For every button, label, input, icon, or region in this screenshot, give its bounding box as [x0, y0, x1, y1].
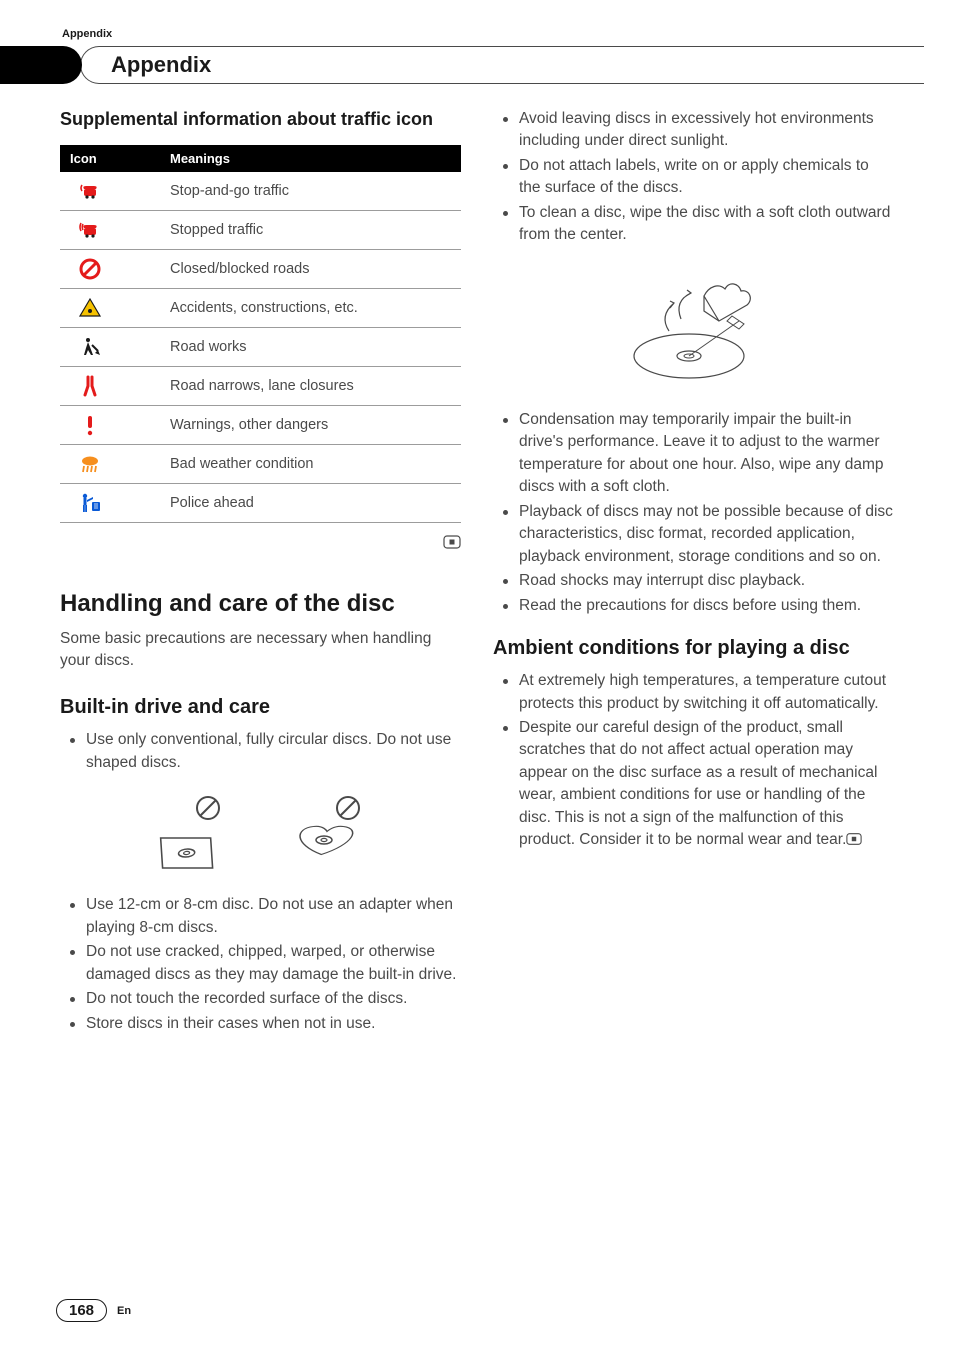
list-item: Road shocks may interrupt disc playback. [493, 570, 894, 592]
ambient-list: At extremely high temperatures, a temper… [493, 670, 894, 854]
table-row: Warnings, other dangers [60, 405, 461, 444]
meaning-cell: Bad weather condition [160, 444, 461, 483]
left-column: Supplemental information about traffic i… [60, 108, 461, 1037]
wipe-disc-figure [493, 261, 894, 391]
table-row: Bad weather condition [60, 444, 461, 483]
shaped-disc-heart-icon [286, 788, 376, 878]
table-row: Road works [60, 327, 461, 366]
list-item: Store discs in their cases when not in u… [60, 1013, 461, 1035]
section-end-icon [443, 535, 461, 554]
meaning-cell: Warnings, other dangers [160, 405, 461, 444]
drive-care-list: Use only conventional, fully circular di… [60, 729, 461, 774]
drive-care-heading: Built-in drive and care [60, 696, 461, 719]
page-lang: En [117, 1305, 131, 1317]
meaning-cell: Accidents, constructions, etc. [160, 288, 461, 327]
police-ahead-icon [78, 491, 102, 515]
section-end-icon [846, 831, 862, 853]
shaped-disc-square-icon [146, 788, 236, 878]
right-column: Avoid leaving discs in excessively hot e… [493, 108, 894, 1037]
section-banner: Appendix [60, 46, 894, 84]
meaning-cell: Stop-and-go traffic [160, 172, 461, 211]
breadcrumb-label: Appendix [62, 28, 894, 40]
care-list-top: Avoid leaving discs in excessively hot e… [493, 108, 894, 247]
bad-weather-icon [78, 452, 102, 476]
banner-tab [0, 46, 82, 84]
drive-care-list-2: Use 12‑cm or 8‑cm disc. Do not use an ad… [60, 894, 461, 1035]
col-icon: Icon [60, 145, 160, 172]
list-item: Do not attach labels, write on or apply … [493, 155, 894, 200]
col-meanings: Meanings [160, 145, 461, 172]
stop-and-go-traffic-icon [78, 179, 102, 203]
list-item: Use only conventional, fully circular di… [60, 729, 461, 774]
stopped-traffic-icon [78, 218, 102, 242]
list-item: Do not use cracked, chipped, warped, or … [60, 941, 461, 986]
list-item: Avoid leaving discs in excessively hot e… [493, 108, 894, 153]
list-item: Despite our careful design of the produc… [493, 717, 894, 854]
list-item: Use 12‑cm or 8‑cm disc. Do not use an ad… [60, 894, 461, 939]
meaning-cell: Road works [160, 327, 461, 366]
list-item: To clean a disc, wipe the disc with a so… [493, 202, 894, 247]
traffic-icon-table: Icon Meanings Stop-and-go traffic Stoppe… [60, 145, 461, 523]
meaning-cell: Closed/blocked roads [160, 249, 461, 288]
page-footer: 168 En [56, 1299, 131, 1322]
meaning-cell: Stopped traffic [160, 210, 461, 249]
section-title: Appendix [111, 52, 211, 78]
shaped-disc-figure [60, 788, 461, 878]
care-list-mid: Condensation may temporarily impair the … [493, 409, 894, 617]
meaning-cell: Road narrows, lane closures [160, 366, 461, 405]
table-row: Stopped traffic [60, 210, 461, 249]
accident-icon [78, 296, 102, 320]
road-narrows-icon [78, 374, 102, 398]
traffic-table-heading: Supplemental information about traffic i… [60, 108, 461, 131]
table-row: Stop-and-go traffic [60, 172, 461, 211]
handling-heading: Handling and care of the disc [60, 590, 461, 618]
table-row: Closed/blocked roads [60, 249, 461, 288]
banner-outline: Appendix [80, 46, 924, 84]
list-item: Playback of discs may not be possible be… [493, 501, 894, 568]
ambient-heading: Ambient conditions for playing a disc [493, 637, 894, 660]
handling-paragraph: Some basic precautions are necessary whe… [60, 628, 461, 673]
meaning-cell: Police ahead [160, 483, 461, 522]
road-works-icon [78, 335, 102, 359]
table-row: Road narrows, lane closures [60, 366, 461, 405]
list-item: Condensation may temporarily impair the … [493, 409, 894, 499]
page-number: 168 [56, 1299, 107, 1322]
list-item: At extremely high temperatures, a temper… [493, 670, 894, 715]
table-row: Accidents, constructions, etc. [60, 288, 461, 327]
list-item: Read the precautions for discs before us… [493, 595, 894, 617]
table-row: Police ahead [60, 483, 461, 522]
warning-icon [78, 413, 102, 437]
closed-road-icon [78, 257, 102, 281]
list-item: Do not touch the recorded surface of the… [60, 988, 461, 1010]
